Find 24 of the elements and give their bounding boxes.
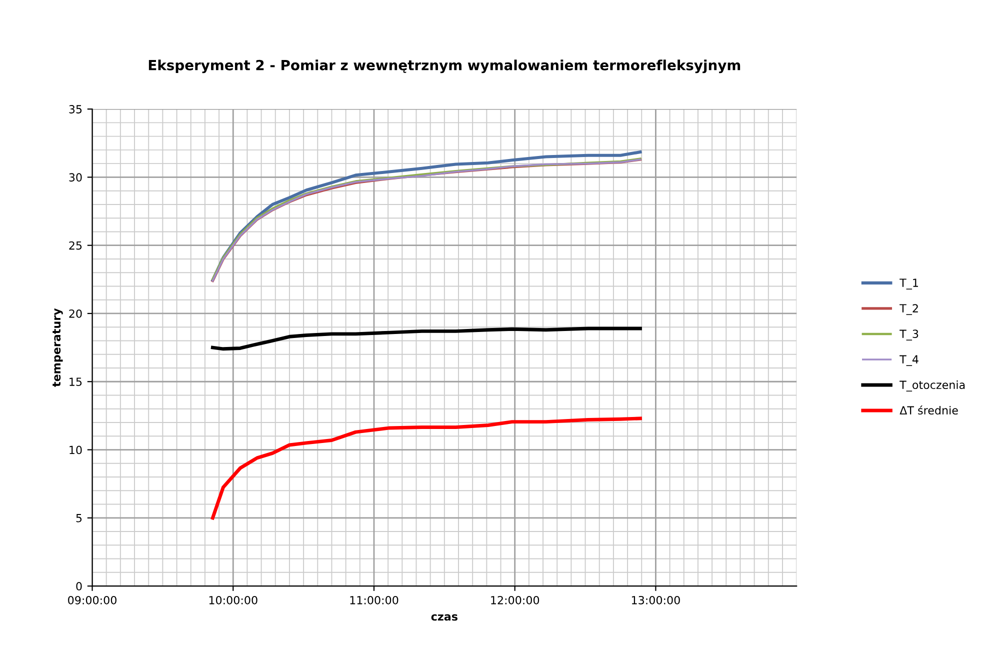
legend-label: T_3 — [900, 330, 918, 340]
chart-title: Eksperyment 2 - Pomiar z wewnętrznym wymalowaniem termorefleksyjnym — [148, 60, 740, 74]
y-tick-label: 5 — [76, 514, 82, 522]
legend-label: T_otoczenia — [900, 380, 965, 392]
x-tick-label: 11:00:00 — [350, 596, 398, 604]
y-tick-label: 35 — [69, 105, 82, 114]
y-tick-label: 30 — [69, 173, 82, 182]
x-axis-title: czas — [431, 614, 458, 621]
x-tick-label: 12:00:00 — [491, 596, 540, 604]
legend-label: ΔT średnie — [900, 406, 958, 415]
legend-label: T_1 — [900, 278, 918, 290]
line-series — [210, 326, 642, 351]
y-tick-label: 0 — [76, 582, 82, 590]
x-tick-label: 13:00:00 — [632, 596, 680, 604]
legend-label: T_4 — [900, 355, 918, 366]
legend-label: T_2 — [900, 304, 918, 315]
y-tick-label: 20 — [69, 309, 82, 318]
line-series — [210, 416, 642, 520]
x-tick-label: 09:00:00 — [68, 596, 116, 604]
y-tick-label: 15 — [70, 378, 82, 386]
x-tick-label: 10:00:00 — [209, 596, 258, 604]
y-tick-label: 25 — [69, 241, 82, 250]
y-tick-label: 10 — [70, 446, 82, 454]
y-axis-title: temperatury — [52, 308, 63, 387]
